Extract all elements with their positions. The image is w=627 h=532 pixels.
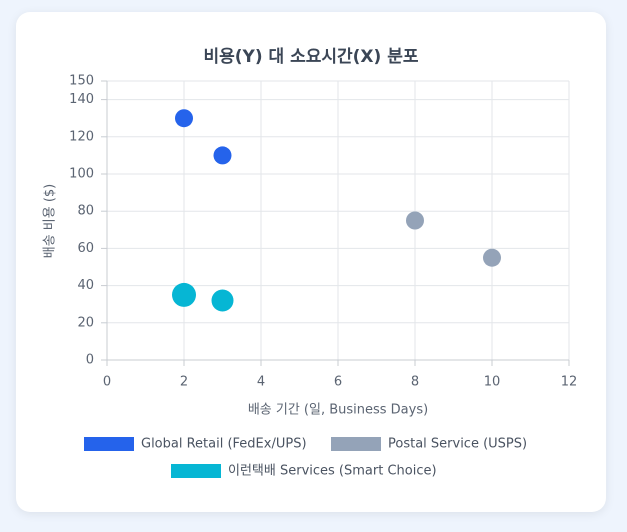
bubble [175,109,193,128]
x-tick-label: 4 [257,375,265,390]
y-tick-label: 100 [69,167,94,182]
bubble [211,289,234,312]
legend-swatch [171,464,221,478]
y-tick-label: 140 [69,92,94,107]
bubble [172,282,196,307]
bubble [406,211,424,230]
card [16,12,606,512]
x-tick-label: 6 [334,375,342,390]
bubble [483,248,501,267]
legend-swatch [84,437,134,451]
chart-title: 비용(Y) 대 소요시간(X) 분포 [203,47,418,67]
y-tick-label: 40 [77,278,94,293]
y-tick-label: 120 [69,129,94,144]
legend-label: Postal Service (USPS) [388,437,527,452]
legend-label: Global Retail (FedEx/UPS) [141,437,307,452]
y-tick-label: 0 [86,353,94,368]
bubble [213,146,232,165]
y-tick-label: 80 [77,204,94,219]
x-tick-label: 2 [180,375,188,390]
y-tick-label: 150 [69,74,94,89]
y-axis-label: 배송 비용 ($) [43,184,58,259]
x-tick-label: 0 [103,375,111,390]
y-tick-label: 20 [77,315,94,330]
x-tick-label: 12 [561,375,578,390]
legend-swatch [331,437,381,451]
y-tick-label: 60 [77,241,94,256]
x-axis-label: 배송 기간 (일, Business Days) [248,403,428,418]
legend-label: 이런택배 Services (Smart Choice) [228,464,437,479]
x-tick-label: 8 [411,375,419,390]
x-tick-label: 10 [484,375,501,390]
